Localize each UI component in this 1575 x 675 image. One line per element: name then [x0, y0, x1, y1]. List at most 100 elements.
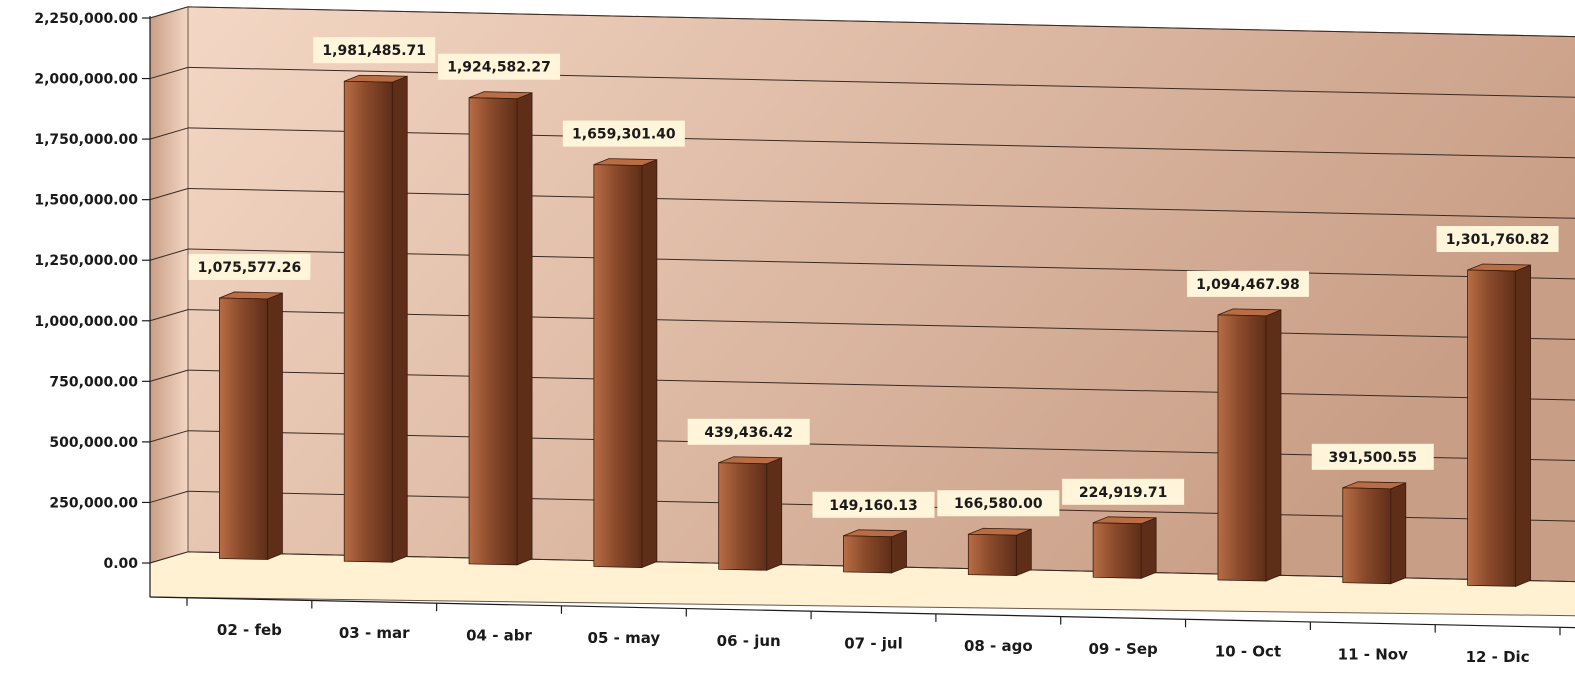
bar — [343, 74, 408, 563]
bar-side — [1265, 309, 1282, 582]
data-label-box — [937, 490, 1060, 517]
data-label: 1,301,760.82 — [1436, 226, 1559, 253]
bar — [1092, 516, 1157, 579]
gridline-side — [149, 309, 189, 322]
bar — [1467, 263, 1531, 587]
data-label: 391,500.55 — [1311, 443, 1434, 470]
bar-side — [516, 92, 533, 566]
y-axis: 0.00 250,000.00 500,000.00 750,000.00 1,000,… — [34, 11, 151, 597]
x-tick-label: 08 - ago — [964, 637, 1033, 655]
x-tick-label: 09 - Sep — [1089, 640, 1159, 658]
data-labels: 1,075,577.26 1,981,485.71 1,924,582.27 1,65… — [188, 37, 1559, 518]
y-tick-label: 1,000,000.00 — [34, 314, 138, 330]
bar-front — [1342, 487, 1392, 585]
bar — [967, 527, 1032, 577]
bar — [1217, 308, 1282, 582]
x-tick-label: 10 - Oct — [1215, 643, 1281, 661]
y-tick-label: 250,000.00 — [49, 495, 138, 511]
x-tick-label: 07 - jul — [844, 635, 903, 653]
x-tick-label: 05 - may — [588, 629, 661, 647]
gridline-side — [149, 188, 189, 201]
x-tick-label: 04 - abr — [466, 627, 532, 645]
data-label: 224,919.71 — [1062, 478, 1185, 505]
gridline-side — [149, 430, 189, 443]
gridline — [187, 127, 1575, 159]
gridline-side — [149, 551, 189, 564]
gridline-side — [149, 66, 189, 80]
bar-front — [1217, 314, 1267, 582]
data-label-text: 1,924,582.27 — [447, 60, 551, 76]
x-tick-label: 03 - mar — [339, 624, 410, 642]
data-label-box — [313, 37, 436, 64]
gridline — [187, 187, 1575, 219]
bar — [593, 158, 658, 569]
data-label-box — [1186, 270, 1309, 297]
gridline — [187, 248, 1575, 280]
bar-front — [1092, 522, 1142, 579]
gridline — [187, 66, 1575, 98]
data-label-box — [438, 53, 561, 80]
bar-front — [343, 80, 393, 563]
y-tick-label: 1,500,000.00 — [34, 193, 138, 209]
data-label: 1,094,467.98 — [1186, 270, 1309, 297]
bar-front — [593, 164, 643, 568]
data-label-text: 224,919.71 — [1079, 485, 1168, 501]
bar — [468, 91, 533, 566]
bar-front — [1467, 269, 1516, 587]
bar-front — [468, 97, 518, 566]
bar-side — [1140, 517, 1157, 579]
data-label-text: 1,301,760.82 — [1446, 232, 1550, 248]
gridline — [187, 6, 1575, 38]
bar — [718, 456, 783, 571]
data-label-box — [1311, 443, 1434, 470]
data-label: 166,580.00 — [937, 490, 1060, 517]
x-axis: 02 - feb 03 - mar 04 - abr 05 - may 06 - jun… — [149, 596, 1575, 666]
gridline-side — [149, 6, 189, 19]
bar-front — [843, 535, 892, 574]
data-label-text: 1,659,301.40 — [572, 127, 676, 143]
bar-front — [219, 297, 268, 560]
y-tick-label: 0.00 — [103, 556, 138, 572]
bar-side — [641, 159, 658, 569]
x-tick-label: 02 - feb — [217, 621, 282, 639]
bar-side — [391, 75, 408, 563]
x-tick-label: 12 - Dic — [1466, 648, 1530, 666]
bar-front — [718, 462, 768, 571]
data-label-text: 1,094,467.98 — [1196, 277, 1300, 293]
data-label-box — [687, 418, 810, 445]
bar-side — [267, 292, 283, 561]
y-tick-label: 500,000.00 — [49, 435, 138, 451]
gridline — [187, 369, 1575, 401]
gridline-side — [149, 490, 189, 503]
data-label-text: 439,436.42 — [704, 425, 793, 441]
data-label-box — [1436, 226, 1559, 253]
bar-front — [967, 533, 1017, 577]
gridline-side — [149, 127, 189, 140]
bar — [219, 291, 283, 561]
data-label-text: 391,500.55 — [1328, 450, 1417, 466]
data-label: 1,659,301.40 — [562, 120, 685, 147]
x-tick-label: 06 - jun — [717, 632, 781, 650]
gridline-side — [149, 369, 189, 382]
data-label: 1,924,582.27 — [438, 53, 561, 80]
data-label-box — [188, 253, 311, 280]
gridline-side — [149, 248, 189, 261]
x-axis-line — [149, 596, 1575, 629]
data-label: 1,981,485.71 — [313, 37, 436, 64]
bar-side — [1390, 482, 1407, 585]
data-label-box — [812, 491, 935, 518]
y-tick-label: 2,000,000.00 — [34, 72, 138, 88]
y-tick-label: 1,250,000.00 — [34, 253, 138, 269]
side-wall — [149, 6, 189, 564]
data-label: 439,436.42 — [687, 418, 810, 445]
data-label-text: 149,160.13 — [829, 498, 918, 514]
bar-side — [1515, 264, 1531, 587]
data-label-text: 1,075,577.26 — [198, 260, 302, 276]
data-label: 1,075,577.26 — [188, 253, 311, 280]
data-label: 149,160.13 — [812, 491, 935, 518]
x-tick-label: 11 - Nov — [1338, 645, 1408, 663]
gridline — [187, 309, 1575, 340]
bar-series — [219, 74, 1531, 587]
